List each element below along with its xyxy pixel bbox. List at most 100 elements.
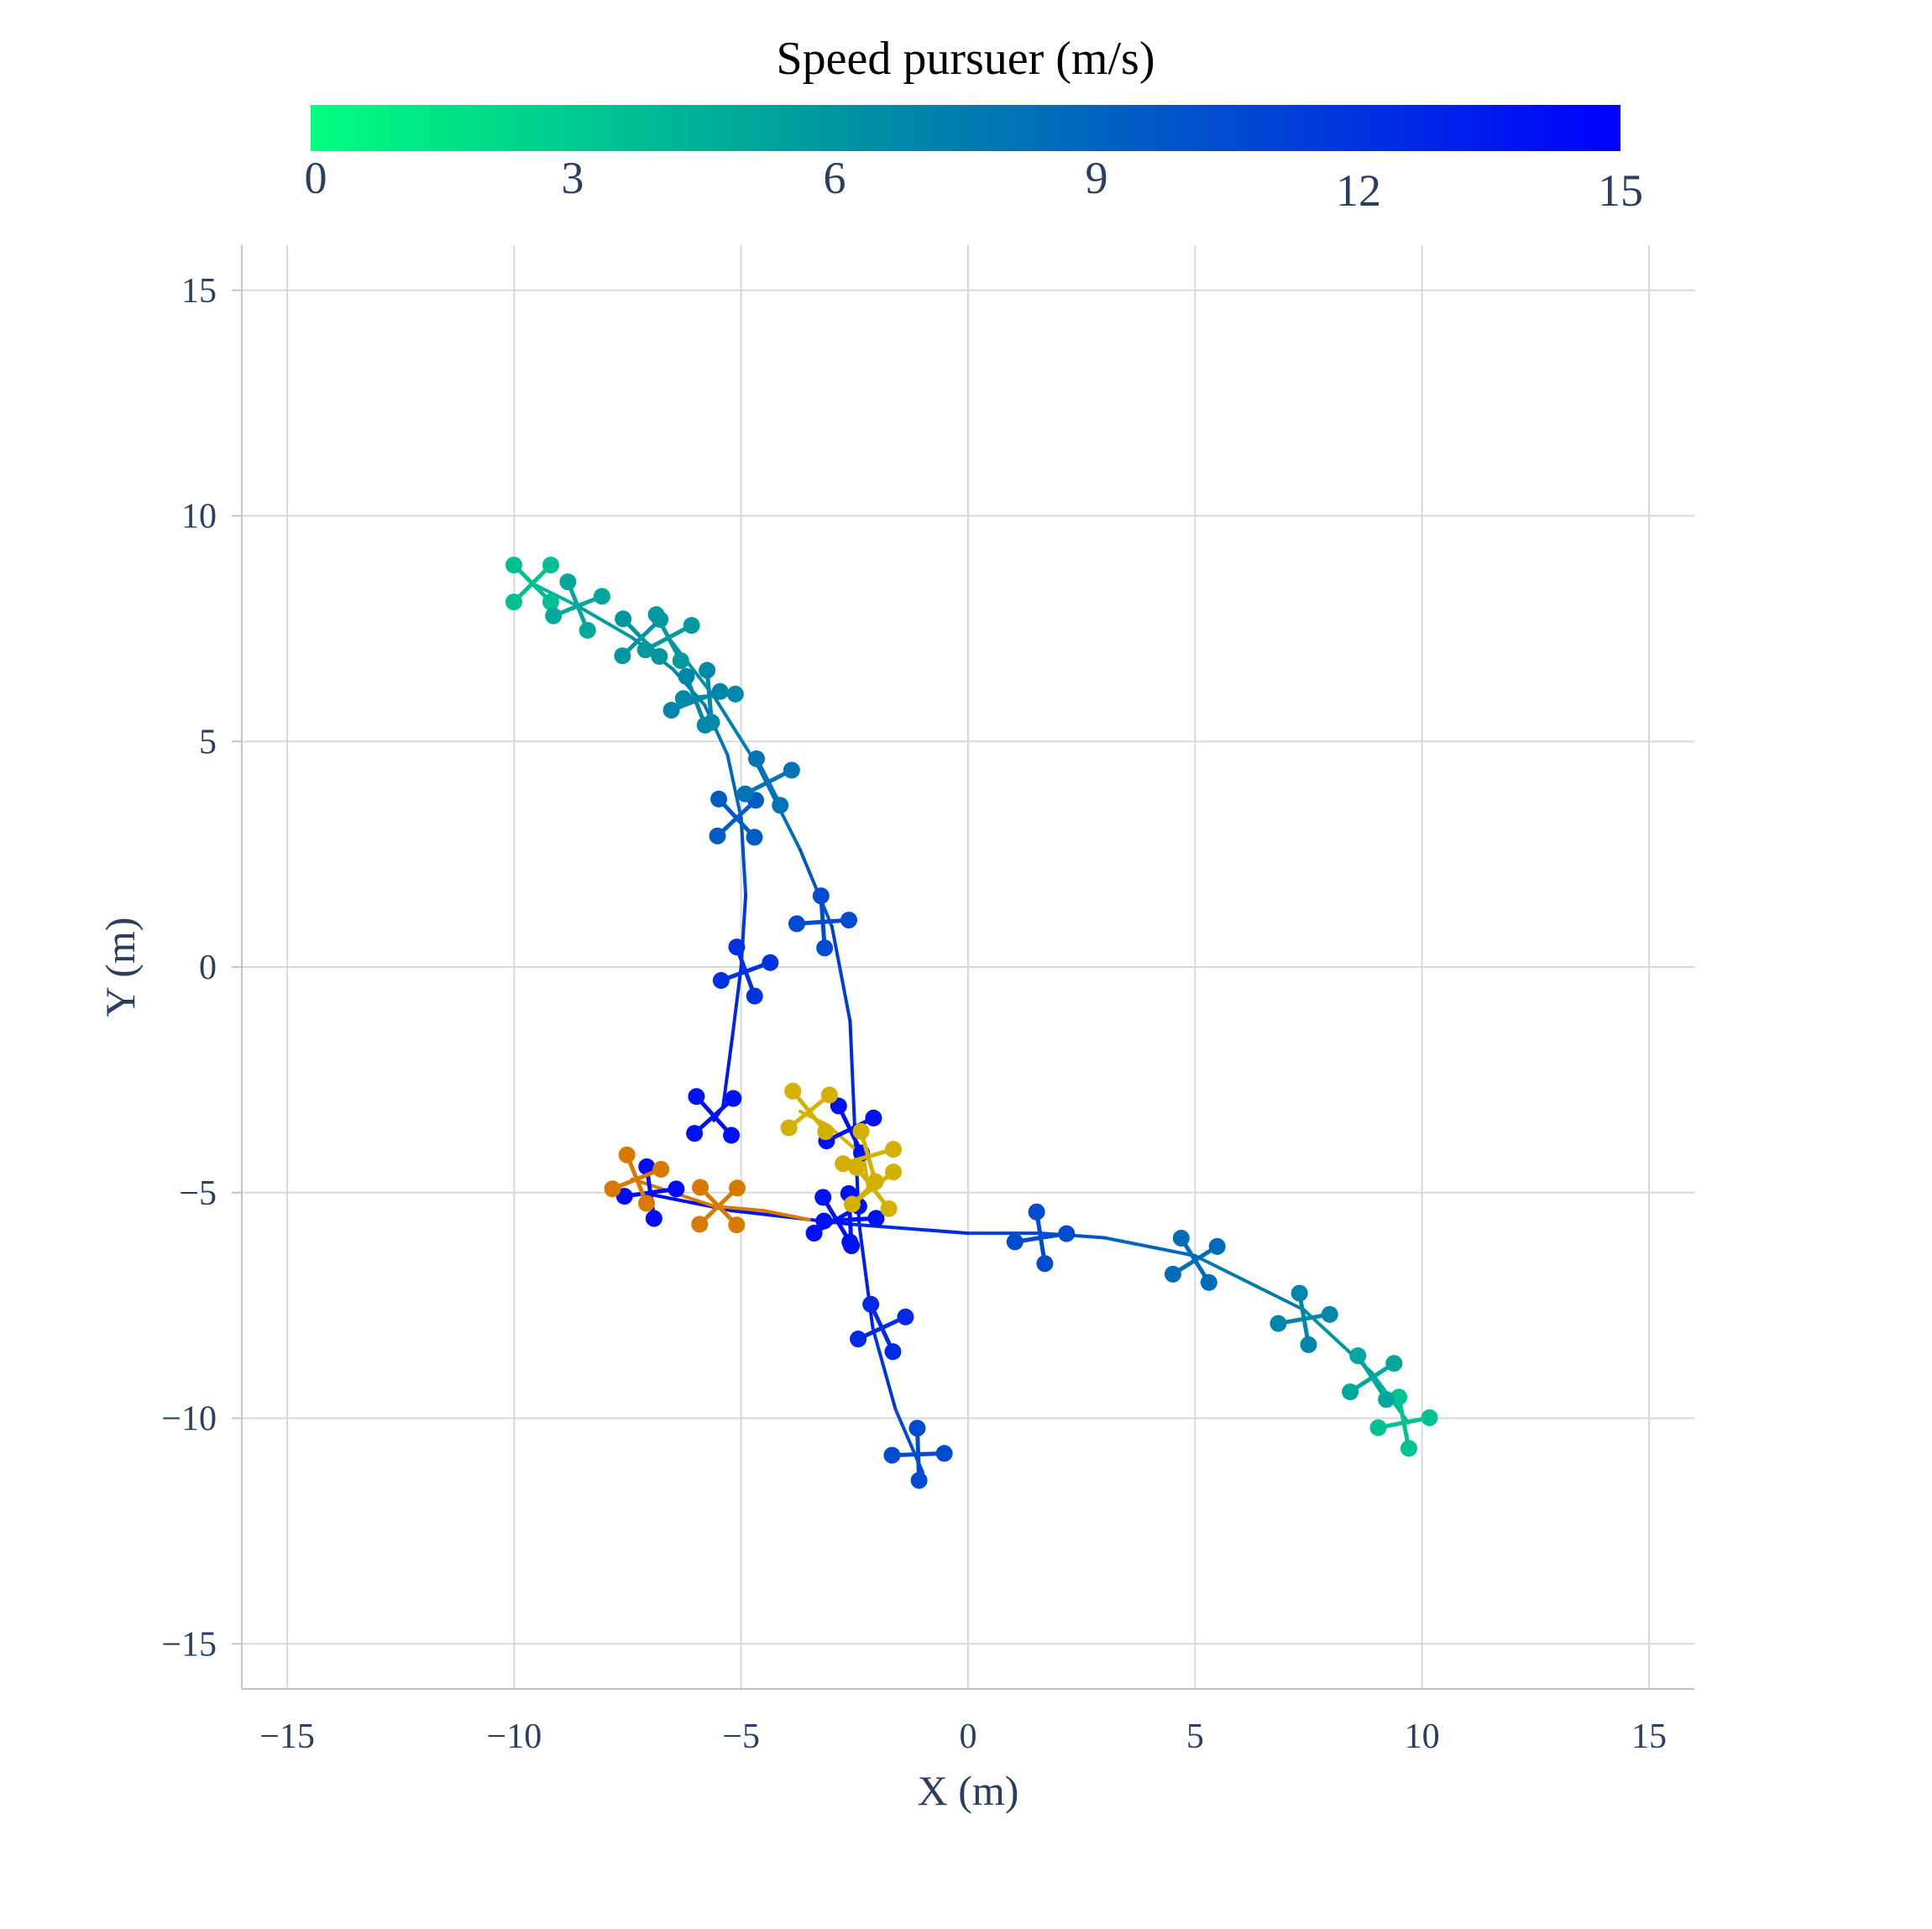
colorbar-tick-label: 15 <box>1598 165 1643 216</box>
drone-marker <box>1006 1203 1076 1273</box>
drone-rotor <box>712 972 730 990</box>
drone-rotor <box>788 915 805 933</box>
drone-marker <box>843 1158 902 1217</box>
colorbar-title: Speed pursuer (m/s) <box>776 33 1154 85</box>
drone-marker <box>545 573 610 639</box>
drone-rotor <box>505 557 522 574</box>
drone-arm <box>796 917 850 926</box>
drone-rotor <box>762 954 779 971</box>
drone-rotor <box>647 606 665 624</box>
drone-rotor <box>505 593 522 611</box>
drone-rotor <box>772 797 789 814</box>
pursuer-trajectory-segment <box>725 753 743 820</box>
drone-arm <box>744 768 793 796</box>
drone-rotor <box>691 1215 709 1233</box>
drone-marker <box>674 661 744 731</box>
drone-rotor <box>542 557 559 574</box>
drone-rotor <box>884 1141 902 1158</box>
drone-arm <box>698 1186 739 1226</box>
x-ticks: −15 −10 −5 0 5 10 15 <box>259 1717 1667 1756</box>
drone-rotor <box>1385 1355 1403 1372</box>
drone-rotor <box>852 1122 870 1140</box>
drone-rotor <box>542 593 559 611</box>
drone-rotor <box>1164 1265 1181 1283</box>
drone-rotor <box>668 1180 685 1198</box>
drone-rotor <box>850 1330 867 1348</box>
drone-marker <box>686 1088 742 1144</box>
drone-rotor <box>1300 1336 1317 1353</box>
drone-marker <box>883 1419 953 1489</box>
drone-arm <box>552 594 603 618</box>
drone-rotor <box>674 690 692 708</box>
drone-rotor <box>1200 1273 1217 1291</box>
drone-rotor <box>703 714 720 731</box>
drone-arm <box>1014 1231 1067 1244</box>
y-ticks: −15 −10 −5 0 5 10 15 <box>161 272 242 1664</box>
y-tick-label: 0 <box>199 949 217 987</box>
pursuer-trajectory-segment <box>798 848 834 928</box>
drone-rotor <box>688 1088 705 1106</box>
drone-rotor <box>884 1163 902 1181</box>
drone-rotor <box>662 702 680 719</box>
x-tick-label: 0 <box>960 1717 977 1756</box>
pursuer-trajectory-segment <box>730 965 743 1041</box>
drone-rotor <box>780 1119 798 1137</box>
colorbar-tick-label: 3 <box>562 153 584 203</box>
drone-marker <box>712 938 779 1005</box>
drone-rotor <box>1390 1388 1408 1406</box>
drone-rotor <box>862 1295 880 1313</box>
drone-arm <box>644 623 693 652</box>
drone-rotor <box>1342 1383 1359 1401</box>
pursuer-trajectory-segment <box>848 1019 856 1127</box>
drone-rotor <box>645 1210 662 1227</box>
drone-rotor <box>604 1180 621 1198</box>
x-tick-label: −5 <box>722 1717 760 1756</box>
drone-rotor <box>1208 1237 1226 1255</box>
drone-rotor <box>1400 1440 1417 1457</box>
drone-marker <box>780 1082 838 1141</box>
pursuer-trajectory-segment <box>1193 1254 1306 1312</box>
drone-rotor <box>614 647 631 665</box>
drone-rotor <box>814 1189 832 1206</box>
drone-rotor <box>723 1127 741 1144</box>
drone-rotor <box>593 588 610 605</box>
y-tick-label: −5 <box>179 1174 217 1213</box>
drone-rotor <box>709 827 726 844</box>
drone-rotor <box>651 648 668 666</box>
colorbar-tick-label: 0 <box>305 153 327 203</box>
drone-marker <box>1369 1388 1438 1457</box>
drone-rotor <box>1378 1391 1395 1409</box>
drone-rotor <box>615 1188 633 1205</box>
drone-marker <box>1270 1284 1338 1353</box>
drone-rotor <box>559 573 577 591</box>
pursuer-trajectory-segment <box>721 1038 734 1109</box>
drone-arm <box>851 1170 895 1206</box>
drone-marker <box>691 1179 746 1234</box>
pursuer-trajectory-segment <box>739 893 748 969</box>
drone-rotor <box>1006 1233 1024 1251</box>
drone-arm <box>715 798 757 838</box>
y-axis-label: Y (m) <box>97 917 144 1017</box>
drone-arm <box>693 1096 736 1136</box>
drone-rotor <box>683 617 700 635</box>
drone-marker <box>604 1146 670 1212</box>
evader-trajectory-segment <box>712 1204 766 1213</box>
drone-rotor <box>746 829 763 846</box>
drone-arm <box>620 618 662 658</box>
drone-rotor <box>615 610 632 628</box>
drone-marker <box>1342 1347 1403 1409</box>
drone-marker <box>636 606 700 670</box>
drone-rotor <box>636 641 654 659</box>
drone-marker <box>614 610 669 666</box>
drone-rotor <box>637 1195 655 1212</box>
drone-rotor <box>1369 1419 1387 1436</box>
y-tick-label: 15 <box>181 272 217 311</box>
drone-arm <box>683 692 736 701</box>
drone-marker <box>850 1295 914 1361</box>
drone-rotor <box>579 621 596 639</box>
drone-rotor <box>725 1090 742 1107</box>
drone-rotor <box>748 750 766 767</box>
drone-rotor <box>746 987 763 1005</box>
drone-arm <box>892 1451 945 1458</box>
